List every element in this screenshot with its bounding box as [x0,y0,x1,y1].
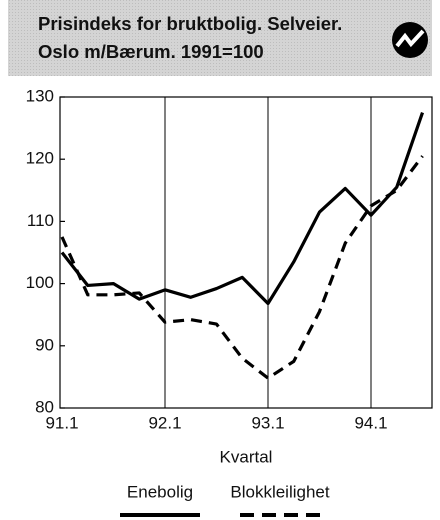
y-tick-label: 110 [27,211,54,230]
title-box [8,0,432,76]
y-tick-label: 120 [26,149,54,168]
plot-frame [59,96,433,409]
logo [392,22,428,58]
legend-label: Blokkleilighet [230,482,329,501]
line-series [60,112,425,306]
y-tick-label: 80 [35,397,54,416]
chart-title: Oslo m/Bærum. 1991=100 [38,41,264,62]
y-tick-label: 100 [26,273,54,292]
legend-label: Enebolig [127,482,193,501]
x-tick-label: 92.1 [148,413,181,432]
chart-title: Prisindeks for bruktbolig. Selveier. [38,13,342,34]
x-tick-label: 94.1 [354,413,387,432]
x-axis-label: Kvartal [220,447,273,466]
y-tick-label: 130 [26,86,54,105]
x-tick-label: 91.1 [45,413,78,432]
y-tick-label: 90 [35,335,54,354]
x-tick-label: 93.1 [251,413,284,432]
line-series [60,155,424,380]
